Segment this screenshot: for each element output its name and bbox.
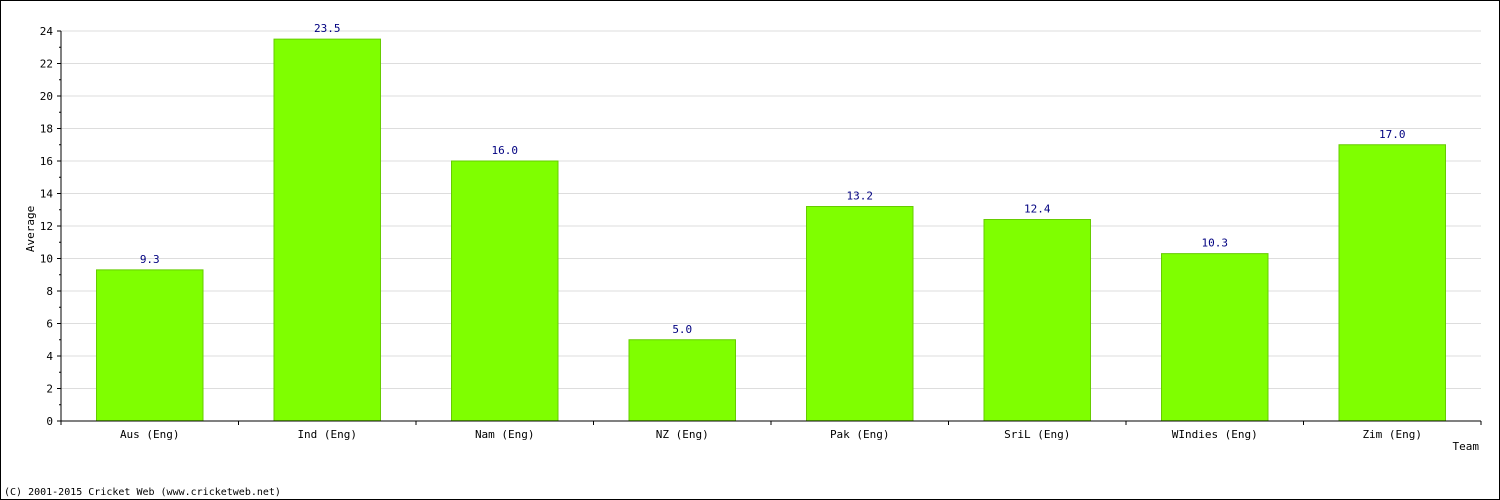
bar (628, 339, 736, 422)
y-tick-label: 14 (40, 188, 54, 201)
bar (451, 160, 559, 422)
x-tick-label: Zim (Eng) (1362, 428, 1422, 441)
x-tick-label: WIndies (Eng) (1172, 428, 1258, 441)
y-tick-label: 10 (40, 253, 53, 266)
data-label: 10.3 (1202, 237, 1229, 250)
x-tick-label: NZ (Eng) (656, 428, 709, 441)
y-tick-label: 2 (46, 383, 53, 396)
y-tick-label: 16 (40, 155, 53, 168)
y-tick-label: 24 (40, 25, 54, 38)
data-label: 9.3 (140, 253, 160, 266)
data-label: 13.2 (847, 190, 874, 203)
y-tick-label: 8 (46, 285, 53, 298)
data-label: 16.0 (492, 144, 519, 157)
axes (57, 30, 1482, 425)
data-label: 23.5 (314, 22, 341, 35)
x-tick-label: Ind (Eng) (297, 428, 357, 441)
bar (273, 38, 381, 422)
x-tick-label: Nam (Eng) (475, 428, 535, 441)
y-tick-label: 0 (46, 415, 53, 428)
x-tick-label: Pak (Eng) (830, 428, 890, 441)
y-axis-title: Average (24, 206, 37, 252)
data-label: 5.0 (672, 323, 692, 336)
y-tick-label: 12 (40, 220, 53, 233)
x-axis-title: Team (1453, 440, 1480, 453)
bar (806, 206, 914, 422)
bar (983, 219, 1091, 422)
bar (96, 269, 204, 422)
y-tick-label: 20 (40, 90, 53, 103)
y-tick-label: 4 (46, 350, 53, 363)
data-labels: 9.3 23.5 16.0 5.0 13.2 12.4 10.3 17.0 (140, 22, 1406, 336)
x-tick-label: Aus (Eng) (120, 428, 180, 441)
y-tick-label: 18 (40, 123, 53, 136)
copyright-footer: (C) 2001-2015 Cricket Web (www.cricketwe… (4, 487, 281, 498)
data-label: 12.4 (1024, 203, 1051, 216)
bar (1338, 144, 1446, 422)
x-tick-label: SriL (Eng) (1004, 428, 1070, 441)
y-tick-label: 22 (40, 58, 53, 71)
y-tick-label: 6 (46, 318, 53, 331)
data-label: 17.0 (1379, 128, 1406, 141)
bar (1161, 253, 1269, 422)
bars (96, 38, 1446, 422)
